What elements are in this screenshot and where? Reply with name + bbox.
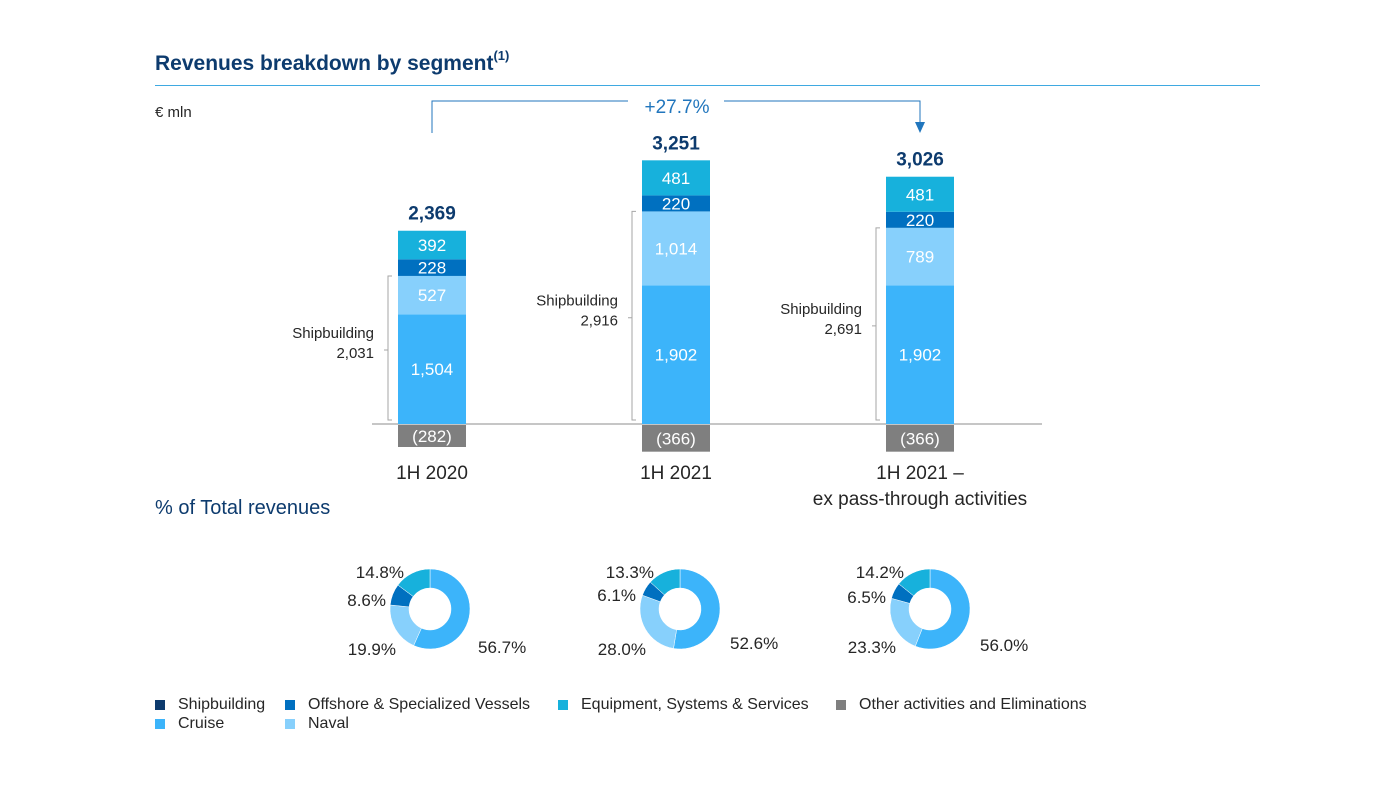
donut-pct-label-cruise: 56.7% — [478, 638, 526, 657]
donut-pct-label-naval: 28.0% — [598, 640, 646, 659]
legend-swatch-cruise — [155, 719, 165, 729]
shipbuilding-bracket-label: Shipbuilding — [536, 293, 618, 310]
bar-segment-cruise — [642, 285, 710, 424]
bar-value-label-naval: 789 — [906, 248, 934, 267]
legend-item-equipment: Equipment, Systems & Services — [558, 696, 809, 714]
bar-segment-equipment — [398, 230, 466, 260]
bar-value-label-other: (366) — [656, 429, 696, 448]
bar-segment-naval — [642, 211, 710, 286]
chart-title-footnote: (1) — [493, 48, 510, 63]
growth-connector-right — [724, 100, 921, 124]
donut-pct-label-equipment: 13.3% — [606, 563, 654, 582]
legend-item-naval: Naval — [285, 715, 349, 733]
legend-item-cruise: Cruise — [155, 715, 224, 733]
legend-label-cruise: Cruise — [178, 715, 225, 732]
category-label: 1H 2020 — [396, 463, 468, 484]
legend-item-other: Other activities and Eliminations — [836, 696, 1087, 714]
category-label: 1H 2021 — [640, 463, 712, 484]
legend-swatch-equipment — [558, 700, 568, 710]
bar-total-label: 3,026 — [896, 150, 944, 171]
bar-value-label-equipment: 481 — [906, 185, 934, 204]
shipbuilding-bracket — [384, 275, 392, 421]
bar-value-label-offshore: 220 — [662, 194, 690, 213]
bar-segment-offshore — [642, 195, 710, 212]
chart-title: Revenues breakdown by segment(1) — [155, 48, 510, 76]
donut-pct-label-offshore: 6.5% — [847, 588, 886, 607]
bar-value-label-cruise: 1,902 — [899, 346, 942, 365]
growth-arrowhead — [915, 122, 925, 133]
bar-segment-other — [642, 425, 710, 452]
pct-total-subtitle: % of Total revenues — [155, 497, 331, 519]
shipbuilding-bracket-label: Shipbuilding — [292, 325, 374, 342]
bar-segment-other — [886, 425, 954, 452]
donut-pct-label-offshore: 6.1% — [597, 586, 636, 605]
donut-slice-cruise — [914, 568, 971, 650]
legend-item-offshore: Offshore & Specialized Vessels — [285, 696, 530, 714]
bar-value-label-offshore: 228 — [418, 259, 446, 278]
bar-segment-cruise — [398, 314, 466, 424]
legend-swatch-offshore — [285, 700, 295, 710]
bar-segment-cruise — [886, 285, 954, 424]
legend-label-other: Other activities and Eliminations — [859, 696, 1087, 713]
bar-total-label: 3,251 — [652, 133, 700, 154]
legend-label-shipbuilding: Shipbuilding — [178, 696, 266, 713]
bar-total-label: 2,369 — [408, 204, 456, 225]
shipbuilding-bracket — [872, 227, 880, 421]
bar-value-label-cruise: 1,902 — [655, 346, 698, 365]
donut-slice-equipment — [397, 568, 431, 597]
bar-value-label-equipment: 481 — [662, 169, 690, 188]
donut-slice-cruise — [413, 568, 471, 650]
growth-label: +27.7% — [645, 97, 710, 118]
bar-segment-offshore — [886, 211, 954, 228]
shipbuilding-bracket-value: 2,916 — [580, 313, 618, 330]
donut-pct-label-equipment: 14.8% — [356, 563, 404, 582]
legend-label-naval: Naval — [308, 715, 349, 732]
unit-label: € mln — [155, 104, 192, 121]
legend-swatch-other — [836, 700, 846, 710]
donut-slice-cruise — [673, 568, 721, 650]
legend-swatch-naval — [285, 719, 295, 729]
shipbuilding-bracket — [628, 210, 636, 421]
category-label: ex pass-through activities — [813, 489, 1027, 510]
chart-title-text: Revenues breakdown by segment — [155, 52, 494, 75]
bar-value-label-other: (282) — [412, 427, 452, 446]
title-divider — [155, 85, 1260, 86]
legend-swatch-shipbuilding — [155, 700, 165, 710]
shipbuilding-bracket-value: 2,691 — [824, 321, 862, 338]
legend-label-offshore: Offshore & Specialized Vessels — [308, 696, 531, 713]
bar-value-label-naval: 527 — [418, 286, 446, 305]
bar-segment-naval — [886, 227, 954, 286]
bar-value-label-offshore: 220 — [906, 211, 934, 230]
bar-segment-naval — [398, 275, 466, 315]
shipbuilding-bracket-label: Shipbuilding — [780, 301, 862, 318]
bar-value-label-other: (366) — [900, 429, 940, 448]
bar-segment-equipment — [886, 176, 954, 212]
donut-pct-label-cruise: 52.6% — [730, 634, 778, 653]
bar-segment-other — [398, 425, 466, 447]
donut-pct-label-offshore: 8.6% — [347, 591, 386, 610]
bar-segment-offshore — [398, 259, 466, 276]
shipbuilding-bracket-value: 2,031 — [336, 345, 374, 362]
donut-pct-label-naval: 19.9% — [348, 640, 396, 659]
bar-value-label-cruise: 1,504 — [411, 360, 454, 379]
donut-pct-label-equipment: 14.2% — [856, 563, 904, 582]
donut-pct-label-naval: 23.3% — [848, 638, 896, 657]
legend-item-shipbuilding: Shipbuilding — [155, 696, 265, 714]
category-label: 1H 2021 – — [876, 463, 964, 484]
growth-connector-left — [431, 100, 628, 133]
bar-value-label-equipment: 392 — [418, 236, 446, 255]
bar-value-label-naval: 1,014 — [655, 239, 698, 258]
donut-slice-equipment — [649, 568, 681, 596]
donut-pct-label-cruise: 56.0% — [980, 636, 1028, 655]
bar-segment-equipment — [642, 160, 710, 196]
legend-label-equipment: Equipment, Systems & Services — [581, 696, 809, 713]
donut-slice-equipment — [898, 568, 931, 597]
